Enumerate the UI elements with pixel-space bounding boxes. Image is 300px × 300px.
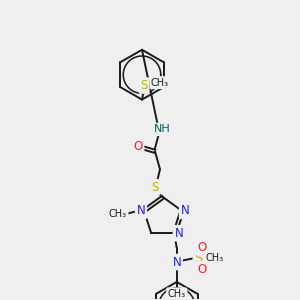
Text: CH₃: CH₃ <box>151 78 169 88</box>
Text: S: S <box>140 79 148 92</box>
Text: CH₃: CH₃ <box>109 209 127 219</box>
Text: N: N <box>136 204 146 218</box>
Text: N: N <box>172 256 181 268</box>
Text: S: S <box>195 252 203 265</box>
Text: O: O <box>134 140 142 153</box>
Text: CH₃: CH₃ <box>206 253 224 263</box>
Text: O: O <box>197 262 206 275</box>
Text: N: N <box>181 204 189 218</box>
Text: N: N <box>174 227 183 240</box>
Text: CH₃: CH₃ <box>168 289 186 299</box>
Text: S: S <box>151 181 159 194</box>
Text: NH: NH <box>154 124 170 134</box>
Text: O: O <box>197 241 206 254</box>
